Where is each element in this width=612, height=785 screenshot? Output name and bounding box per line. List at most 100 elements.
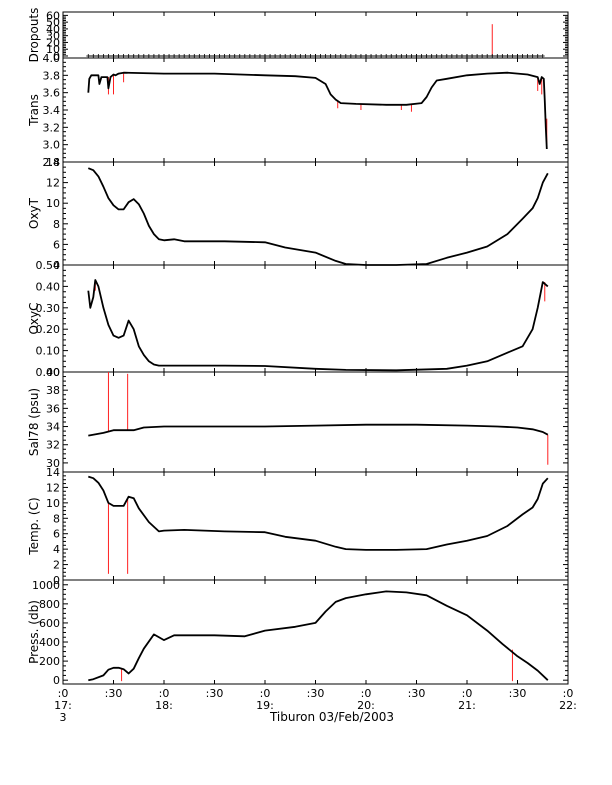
panel-frame xyxy=(62,161,569,266)
x-tick-hour-label: 19: xyxy=(256,699,274,712)
y-tick-label: 40 xyxy=(46,366,60,379)
series-marker xyxy=(303,53,308,58)
series-marker xyxy=(358,53,363,58)
series-marker xyxy=(328,53,333,58)
x-tick-hour-label: 22: xyxy=(559,699,577,712)
series-marker xyxy=(116,53,121,58)
series-marker xyxy=(177,53,182,58)
y-tick-label: 4 xyxy=(53,543,60,556)
x-tick-label: :0 xyxy=(58,687,69,700)
y-tick-label: 10 xyxy=(46,197,60,210)
y-axis-label: Sal78 (psu) xyxy=(27,388,41,456)
y-tick-label: 40 xyxy=(46,23,60,36)
series-marker xyxy=(313,53,318,58)
series-marker xyxy=(91,53,96,58)
series-marker xyxy=(510,53,515,58)
series-line xyxy=(88,590,549,682)
series-marker xyxy=(263,53,267,58)
y-tick-label: 3.4 xyxy=(43,104,61,117)
series-marker xyxy=(288,53,293,58)
x-tick-hour-label: 21: xyxy=(458,699,476,712)
series-line xyxy=(87,167,549,266)
y-tick-label: 6 xyxy=(53,528,60,541)
series-marker xyxy=(268,53,273,58)
series-marker xyxy=(156,53,161,58)
y-tick-label: 32 xyxy=(46,439,60,452)
y-tick-label: 0.20 xyxy=(36,323,61,336)
series-marker xyxy=(495,53,500,58)
y-tick-label: 10 xyxy=(46,497,60,510)
series-marker xyxy=(520,53,525,58)
y-tick-label: 60 xyxy=(46,9,60,22)
panel-sal78-psu: 30 32 34 36 38 40 Sal78 (psu) xyxy=(27,366,569,473)
series-line xyxy=(88,423,549,437)
series-marker xyxy=(348,53,353,58)
series-marker xyxy=(525,53,530,58)
y-tick-label: 1000 xyxy=(32,579,60,592)
series-marker xyxy=(308,53,313,58)
series-marker xyxy=(404,53,409,58)
x-tick-label: :0 xyxy=(462,687,473,700)
x-tick-label: :30 xyxy=(307,687,325,700)
y-tick-label: 38 xyxy=(46,384,60,397)
series-marker xyxy=(192,53,197,58)
y-axis-label: Press. (db) xyxy=(27,600,41,664)
x-tick-label: :0 xyxy=(159,687,170,700)
series-marker xyxy=(242,53,247,58)
series-marker xyxy=(293,53,298,58)
y-tick-label: 0 xyxy=(53,574,60,587)
y-tick-label: 600 xyxy=(39,617,60,630)
series-marker xyxy=(257,53,262,58)
x-tick-label: :0 xyxy=(563,687,574,700)
y-tick-label: 0.30 xyxy=(36,302,61,315)
panel-oxyt: 4 6 8 10 12 14 OxyT xyxy=(27,156,569,272)
series-marker xyxy=(485,53,490,58)
series-marker xyxy=(459,53,464,58)
y-tick-label: 36 xyxy=(46,402,60,415)
y-axis-label: Trans xyxy=(27,94,41,127)
series-marker xyxy=(454,53,459,58)
panel-trans: 2.8 3.0 3.2 3.4 3.6 3.8 4.0 Trans xyxy=(27,52,569,169)
series-marker xyxy=(409,53,414,58)
series-marker xyxy=(237,53,242,58)
y-tick-label: 0.50 xyxy=(36,259,61,272)
series-marker xyxy=(338,53,343,58)
y-tick-label: 12 xyxy=(46,481,60,494)
series-marker xyxy=(212,53,217,58)
panel-frame xyxy=(62,471,569,581)
series-marker xyxy=(318,53,323,58)
series-marker xyxy=(187,53,192,58)
series-marker xyxy=(232,53,237,58)
y-tick-label: 3.6 xyxy=(43,87,61,100)
series-line xyxy=(88,475,549,551)
panel-press-db: 0 200 400 600 800 1000 Press. (db) xyxy=(27,579,569,687)
series-marker xyxy=(323,53,328,58)
series-marker xyxy=(490,53,495,58)
series-marker xyxy=(222,53,227,58)
series-marker xyxy=(399,53,404,58)
series-marker xyxy=(172,53,177,58)
series-marker xyxy=(449,53,454,58)
series-marker xyxy=(167,53,172,58)
series-marker xyxy=(111,53,116,58)
series-line xyxy=(87,71,548,150)
series-marker xyxy=(424,53,429,58)
y-tick-label: 14 xyxy=(46,156,60,169)
series-marker xyxy=(96,53,101,58)
series-marker xyxy=(353,53,358,58)
y-tick-label: 400 xyxy=(39,636,60,649)
series-marker xyxy=(278,53,283,58)
series-marker xyxy=(151,53,156,58)
series-marker xyxy=(252,53,257,58)
y-axis-label: OxyT xyxy=(27,197,41,229)
y-tick-label: 0 xyxy=(53,50,60,63)
y-axis-label: Dropouts xyxy=(27,8,41,63)
plot-panels: 0102030405060Dropouts2.83.03.23.43.63.84… xyxy=(27,8,569,687)
x-tick-hour-label: 17: xyxy=(54,699,72,712)
series-marker xyxy=(369,53,374,58)
y-tick-label: 0 xyxy=(53,674,60,687)
series-marker xyxy=(535,53,540,58)
y-tick-label: 30 xyxy=(46,457,60,470)
y-tick-label: 200 xyxy=(39,655,60,668)
